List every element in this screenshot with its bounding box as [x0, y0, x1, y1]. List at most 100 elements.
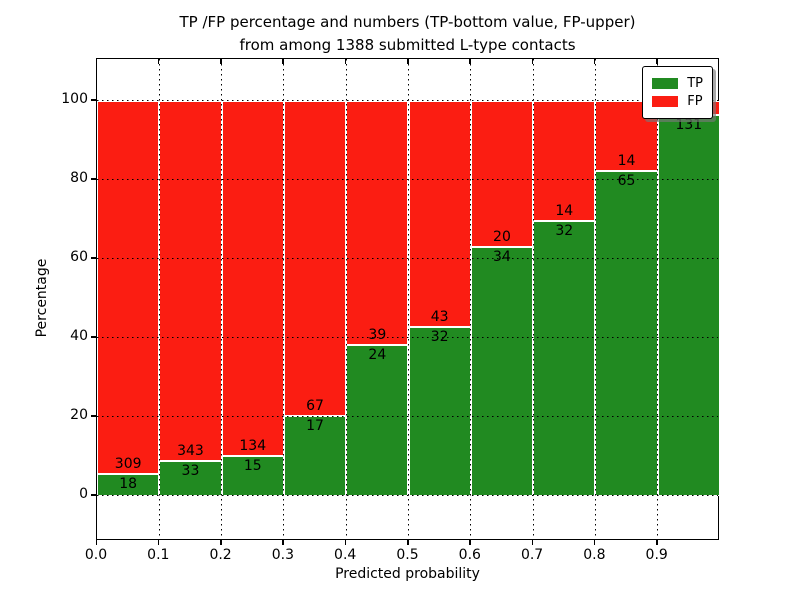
x-tick-label-0.8: 0.8: [583, 547, 606, 563]
x-tick-top-0.9: [656, 59, 658, 64]
x-tick-label-0.1: 0.1: [147, 547, 170, 563]
x-gridline-0.8: [594, 59, 596, 539]
x-tick-label-0.5: 0.5: [396, 547, 419, 563]
tp-bar-segment-3: [283, 415, 347, 496]
x-tick-top-0.7: [531, 59, 534, 64]
x-tick-bottom-0.5: [407, 540, 409, 545]
legend: TP FP: [642, 66, 713, 119]
x-tick-label-0.9: 0.9: [645, 547, 668, 563]
legend-label-tp: TP: [687, 76, 703, 91]
x-tick-bottom-0.8: [593, 540, 596, 545]
y-tick-left-100: [91, 99, 96, 101]
x-tick-top-0.2: [220, 59, 222, 64]
plot-area: 18 309 33 343 15 134 17 67 24 39 32 43 34 20 32 14 65 14 1…: [96, 58, 720, 540]
y-tick-label-80: 80: [70, 169, 88, 186]
y-tick-left-20: [91, 415, 96, 417]
x-gridline-0.1: [158, 59, 160, 539]
tp-count-label-0: 18: [119, 476, 138, 493]
y-gridline-60: [97, 258, 718, 260]
x-tick-bottom-0.4: [344, 540, 347, 545]
tp-bar-segment-0: [97, 474, 160, 496]
fp-bar-segment-7: [533, 100, 596, 222]
x-gridline-0.2: [221, 59, 223, 539]
y-gridline-0: [97, 495, 718, 497]
y-tick-left-60: [91, 257, 96, 259]
fp-bar-segment-2: [221, 100, 284, 457]
y-tick-label-20: 20: [70, 406, 88, 423]
legend-item-tp: TP: [652, 76, 703, 91]
tp-count-label-6: 34: [493, 249, 511, 266]
y-gridline-20: [97, 416, 718, 418]
tp-bar-segment-4: [346, 345, 409, 496]
tp-bar-segment-5: [408, 327, 471, 496]
x-gridline-0.4: [345, 59, 347, 539]
fp-bar-segment-0: [97, 100, 160, 475]
y-tick-left-80: [91, 178, 96, 180]
legend-item-fp: FP: [652, 94, 703, 109]
x-tick-label-0.3: 0.3: [271, 547, 295, 563]
fp-count-label-2: 134: [239, 438, 267, 455]
fp-count-label-7: 14: [555, 203, 574, 220]
x-tick-label-0.2: 0.2: [209, 547, 232, 563]
y-tick-left-40: [91, 336, 96, 338]
x-tick-bottom-0: [95, 540, 97, 545]
tp-bar-segment-7: [533, 221, 596, 496]
x-gridline-0.9: [657, 59, 659, 539]
y-tick-label-0: 0: [79, 485, 88, 502]
x-tick-label-0.6: 0.6: [458, 547, 481, 563]
fp-bar-segment-1: [159, 100, 222, 462]
x-tick-bottom-0.6: [469, 540, 471, 545]
y-tick-label-100: 100: [61, 90, 88, 107]
chart-title-line2: from among 1388 submitted L-type contact…: [239, 36, 576, 54]
fp-count-label-3: 67: [306, 397, 324, 414]
x-tick-bottom-0.2: [220, 540, 222, 545]
fp-count-label-1: 343: [177, 443, 204, 460]
x-gridline-0.7: [532, 59, 534, 539]
x-tick-top-0.6: [469, 59, 471, 64]
fp-bar-segment-5: [408, 100, 471, 328]
x-gridline-0.6: [470, 59, 472, 539]
tp-count-label-2: 15: [243, 458, 262, 475]
x-tick-top-0.8: [593, 59, 596, 64]
chart-title-line1: TP /FP percentage and numbers (TP-bottom…: [179, 13, 636, 31]
y-gridline-40: [97, 337, 718, 339]
tp-bar-segment-9: [657, 115, 720, 496]
y-gridline-100: [97, 100, 718, 102]
tp-count-label-4: 24: [368, 347, 387, 364]
tp-count-label-7: 32: [555, 223, 574, 240]
y-gridline-80: [97, 179, 718, 181]
tp-count-label-3: 17: [306, 417, 324, 434]
x-tick-top-0.4: [344, 59, 347, 64]
x-tick-bottom-0.9: [656, 540, 658, 545]
fp-swatch-icon: [652, 96, 679, 107]
tp-count-label-1: 33: [181, 463, 200, 480]
x-tick-label-0.7: 0.7: [520, 547, 544, 563]
fp-count-label-4: 39: [368, 327, 387, 344]
x-tick-label-0.4: 0.4: [334, 547, 357, 563]
tp-bar-segment-2: [221, 456, 284, 496]
x-tick-top-0.3: [282, 59, 284, 64]
tp-count-label-5: 32: [430, 329, 449, 346]
fp-count-label-6: 20: [493, 229, 511, 246]
fp-bar-segment-4: [346, 100, 409, 346]
tp-bar-segment-8: [595, 170, 658, 496]
y-axis-label: Percentage: [34, 258, 50, 338]
x-tick-bottom-0.7: [531, 540, 534, 545]
tp-swatch-icon: [652, 78, 679, 89]
fp-count-label-8: 14: [617, 152, 636, 169]
tp-bar-segment-6: [470, 247, 534, 496]
x-tick-top-0.1: [157, 59, 160, 64]
legend-label-fp: FP: [687, 94, 703, 109]
y-tick-label-40: 40: [70, 327, 88, 344]
x-tick-top-0.5: [407, 59, 409, 64]
tp-count-label-9: 131: [675, 117, 703, 134]
x-tick-bottom-0.3: [282, 540, 284, 545]
fp-count-label-0: 309: [114, 456, 142, 473]
x-gridline-0.5: [408, 59, 409, 539]
x-tick-bottom-0.1: [157, 540, 160, 545]
chart-title: TP /FP percentage and numbers (TP-bottom…: [96, 11, 719, 57]
x-gridline-0.3: [283, 59, 285, 539]
y-tick-label-60: 60: [70, 248, 88, 265]
tp-count-label-8: 65: [617, 172, 636, 189]
